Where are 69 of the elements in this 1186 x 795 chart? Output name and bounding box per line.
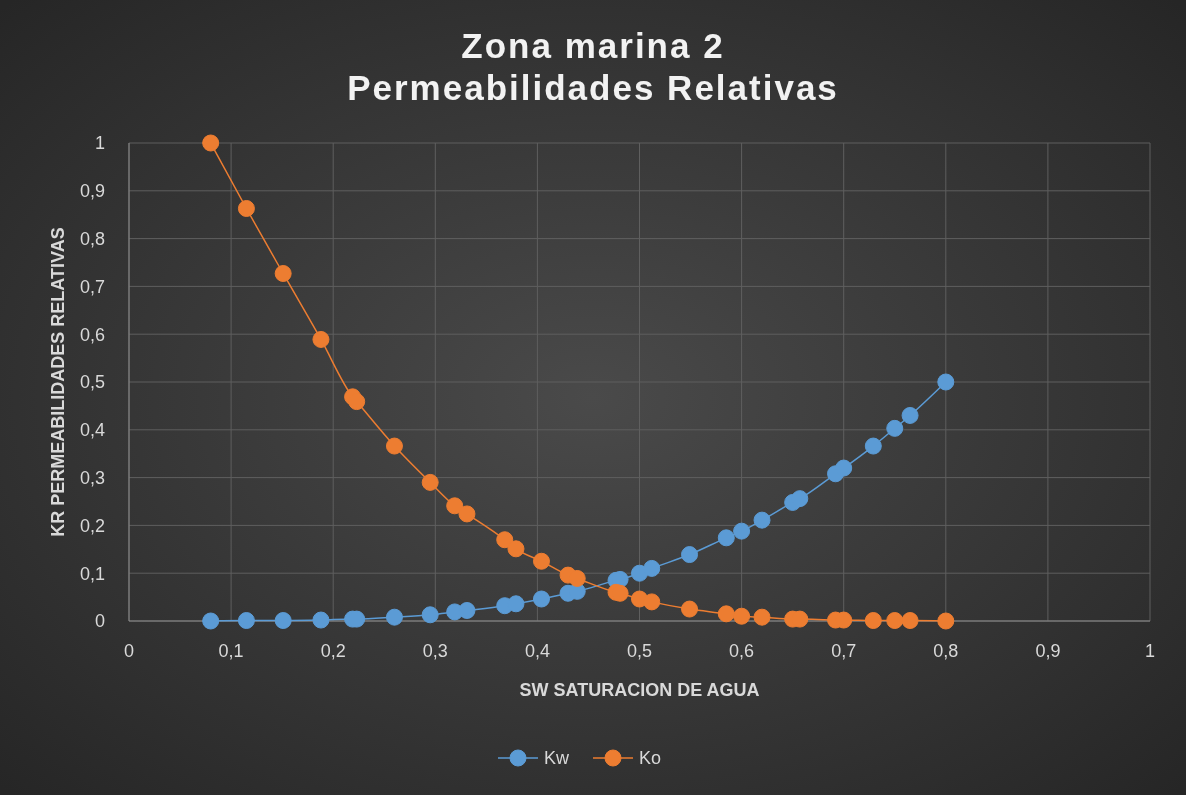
x-tick-label: 0,3 [422,641,448,661]
point [864,437,882,455]
x-tick-label: 0,8 [933,641,959,661]
point [532,590,550,608]
point [348,393,366,411]
point [937,612,955,630]
point [681,600,699,618]
point [532,552,550,570]
point [753,511,771,529]
x-tick-label: 0,2 [320,641,346,661]
y-tick-label: 0,1 [79,563,105,584]
point [237,199,255,217]
point [643,593,661,611]
point [733,522,751,540]
point [202,612,220,630]
y-tick-label: 0,7 [79,276,105,297]
x-tick-label: 0,9 [1035,641,1061,661]
chart-title: Zona marina 2 Permeabilidades Relativas [347,26,839,107]
y-axis-title: KR PERMEABILIDADES RELATIVAS [48,227,68,537]
y-tick-label: 0,3 [79,467,105,488]
y-tick-label: 0,9 [79,181,105,202]
y-tick-label: 0,6 [79,324,105,345]
point [202,134,220,152]
x-tick-label: 0,4 [524,641,550,661]
point [421,606,439,624]
point [791,490,809,508]
point [733,607,751,625]
point [312,330,330,348]
y-tick-label: 0,5 [79,372,105,393]
point [864,612,882,630]
x-tick-label: 0,1 [218,641,244,661]
point [886,419,904,437]
x-tick-label: 0,5 [626,641,653,661]
point [717,605,735,623]
x-tick-label: 0,7 [831,641,857,661]
x-tick-label: 0,6 [729,641,755,661]
y-tick-label: 0 [94,611,105,632]
point [901,612,919,630]
point [681,546,699,564]
point [717,529,735,547]
y-tick-label: 0,4 [79,420,105,441]
y-tick-label: 0,8 [79,228,105,249]
point [312,611,330,629]
point [458,505,476,523]
point [274,612,292,630]
y-tick-label: 1 [94,133,105,154]
legend-label: Kw [544,748,571,769]
point [886,612,904,630]
x-tick-label: 1 [1144,641,1156,661]
point [901,406,919,424]
legend-label: Ko [639,748,662,769]
point [753,608,771,626]
y-tick-label: 0,2 [79,515,105,536]
point [274,264,292,282]
x-axis-title: SW SATURACION DE AGUA [519,680,760,700]
x-tick-label: 0 [123,641,135,661]
point [937,373,955,391]
point [446,497,464,515]
point [835,459,853,477]
point [568,569,586,587]
point [507,540,525,558]
point [421,473,439,491]
point [458,601,476,619]
point [237,612,255,630]
point [496,531,514,549]
point [385,437,403,455]
point [385,608,403,626]
point [507,595,525,613]
point [643,559,661,577]
